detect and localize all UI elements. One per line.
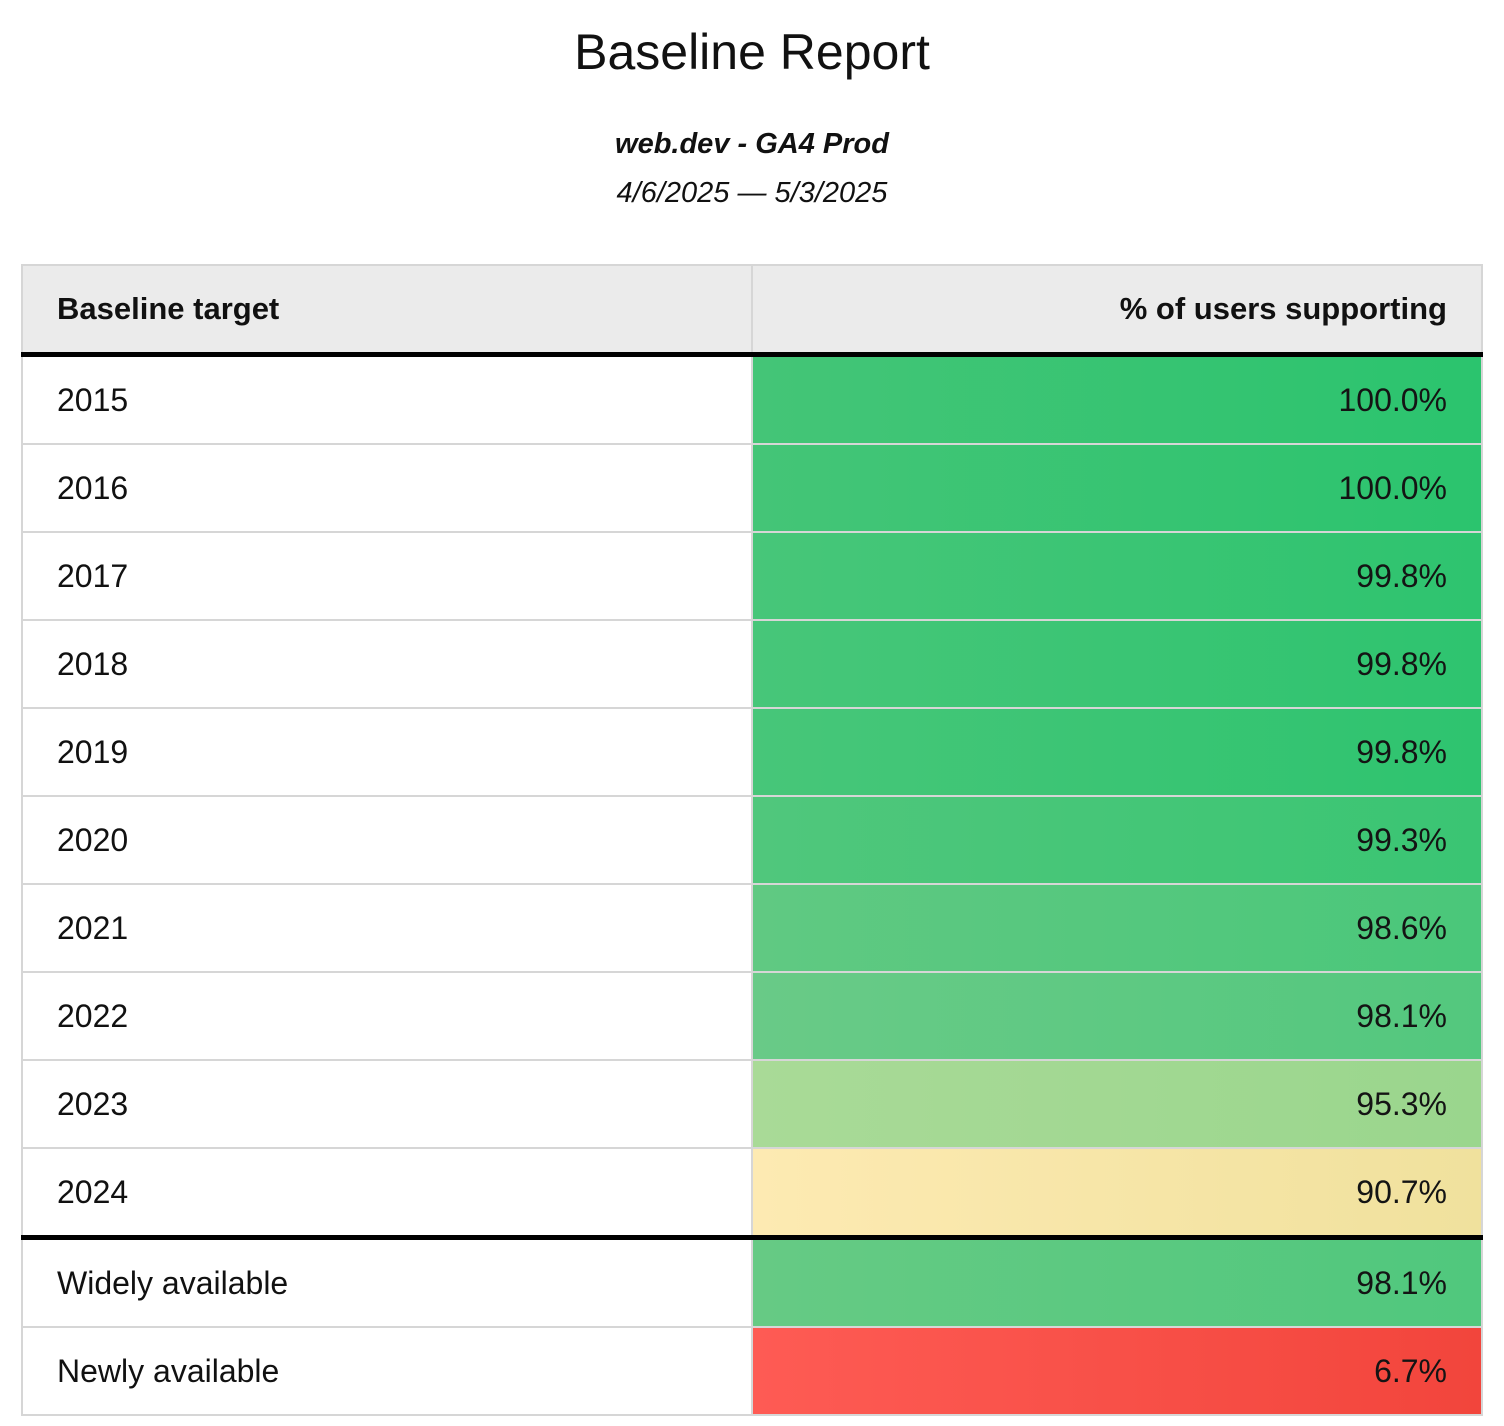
table-row: 2021 98.6% [21, 883, 1483, 973]
support-value-cell: 98.1% [751, 1235, 1483, 1328]
report-header: Baseline Report web.dev - GA4 Prod 4/6/2… [0, 0, 1504, 210]
table-row: 2017 99.8% [21, 531, 1483, 621]
table-header: Baseline target % of users supporting [21, 264, 1483, 357]
baseline-target-cell: Widely available [21, 1235, 753, 1328]
support-value-cell: 99.8% [751, 531, 1483, 621]
table-row-newly-available: Newly available 6.7% [21, 1326, 1483, 1416]
support-value-cell: 99.3% [751, 795, 1483, 885]
table-row: 2016 100.0% [21, 443, 1483, 533]
support-value-cell: 90.7% [751, 1147, 1483, 1239]
table-row: 2020 99.3% [21, 795, 1483, 885]
support-value-cell: 100.0% [751, 353, 1483, 445]
baseline-table: Baseline target % of users supporting 20… [21, 264, 1483, 1416]
baseline-target-cell: 2015 [21, 353, 753, 445]
support-value-cell: 99.8% [751, 707, 1483, 797]
column-header-users-supporting: % of users supporting [751, 264, 1483, 357]
report-property-name: web.dev - GA4 Prod [615, 128, 889, 160]
support-value-cell: 95.3% [751, 1059, 1483, 1149]
table-row-widely-available: Widely available 98.1% [21, 1235, 1483, 1328]
support-value-cell: 98.1% [751, 971, 1483, 1061]
table-row: 2023 95.3% [21, 1059, 1483, 1149]
table-row: 2015 100.0% [21, 353, 1483, 445]
support-value-cell: 100.0% [751, 443, 1483, 533]
support-value-cell: 99.8% [751, 619, 1483, 709]
table-row: 2022 98.1% [21, 971, 1483, 1061]
table-row: 2018 99.8% [21, 619, 1483, 709]
table-row: 2019 99.8% [21, 707, 1483, 797]
table-row: 2024 90.7% [21, 1147, 1483, 1239]
baseline-target-cell: 2020 [21, 795, 753, 885]
baseline-target-cell: 2019 [21, 707, 753, 797]
support-value-cell: 6.7% [751, 1326, 1483, 1416]
baseline-target-cell: 2022 [21, 971, 753, 1061]
baseline-target-cell: 2018 [21, 619, 753, 709]
table-body: 2015 100.0% 2016 100.0% 2017 99.8% 2018 … [21, 353, 1483, 1416]
support-value-cell: 98.6% [751, 883, 1483, 973]
baseline-target-cell: 2016 [21, 443, 753, 533]
table-header-row: Baseline target % of users supporting [21, 264, 1483, 357]
report-date-range: 4/6/2025 — 5/3/2025 [616, 177, 888, 209]
page-title: Baseline Report [574, 24, 930, 80]
column-header-baseline-target: Baseline target [21, 264, 753, 357]
baseline-target-cell: 2021 [21, 883, 753, 973]
baseline-target-cell: Newly available [21, 1326, 753, 1416]
baseline-target-cell: 2024 [21, 1147, 753, 1239]
baseline-target-cell: 2017 [21, 531, 753, 621]
baseline-target-cell: 2023 [21, 1059, 753, 1149]
